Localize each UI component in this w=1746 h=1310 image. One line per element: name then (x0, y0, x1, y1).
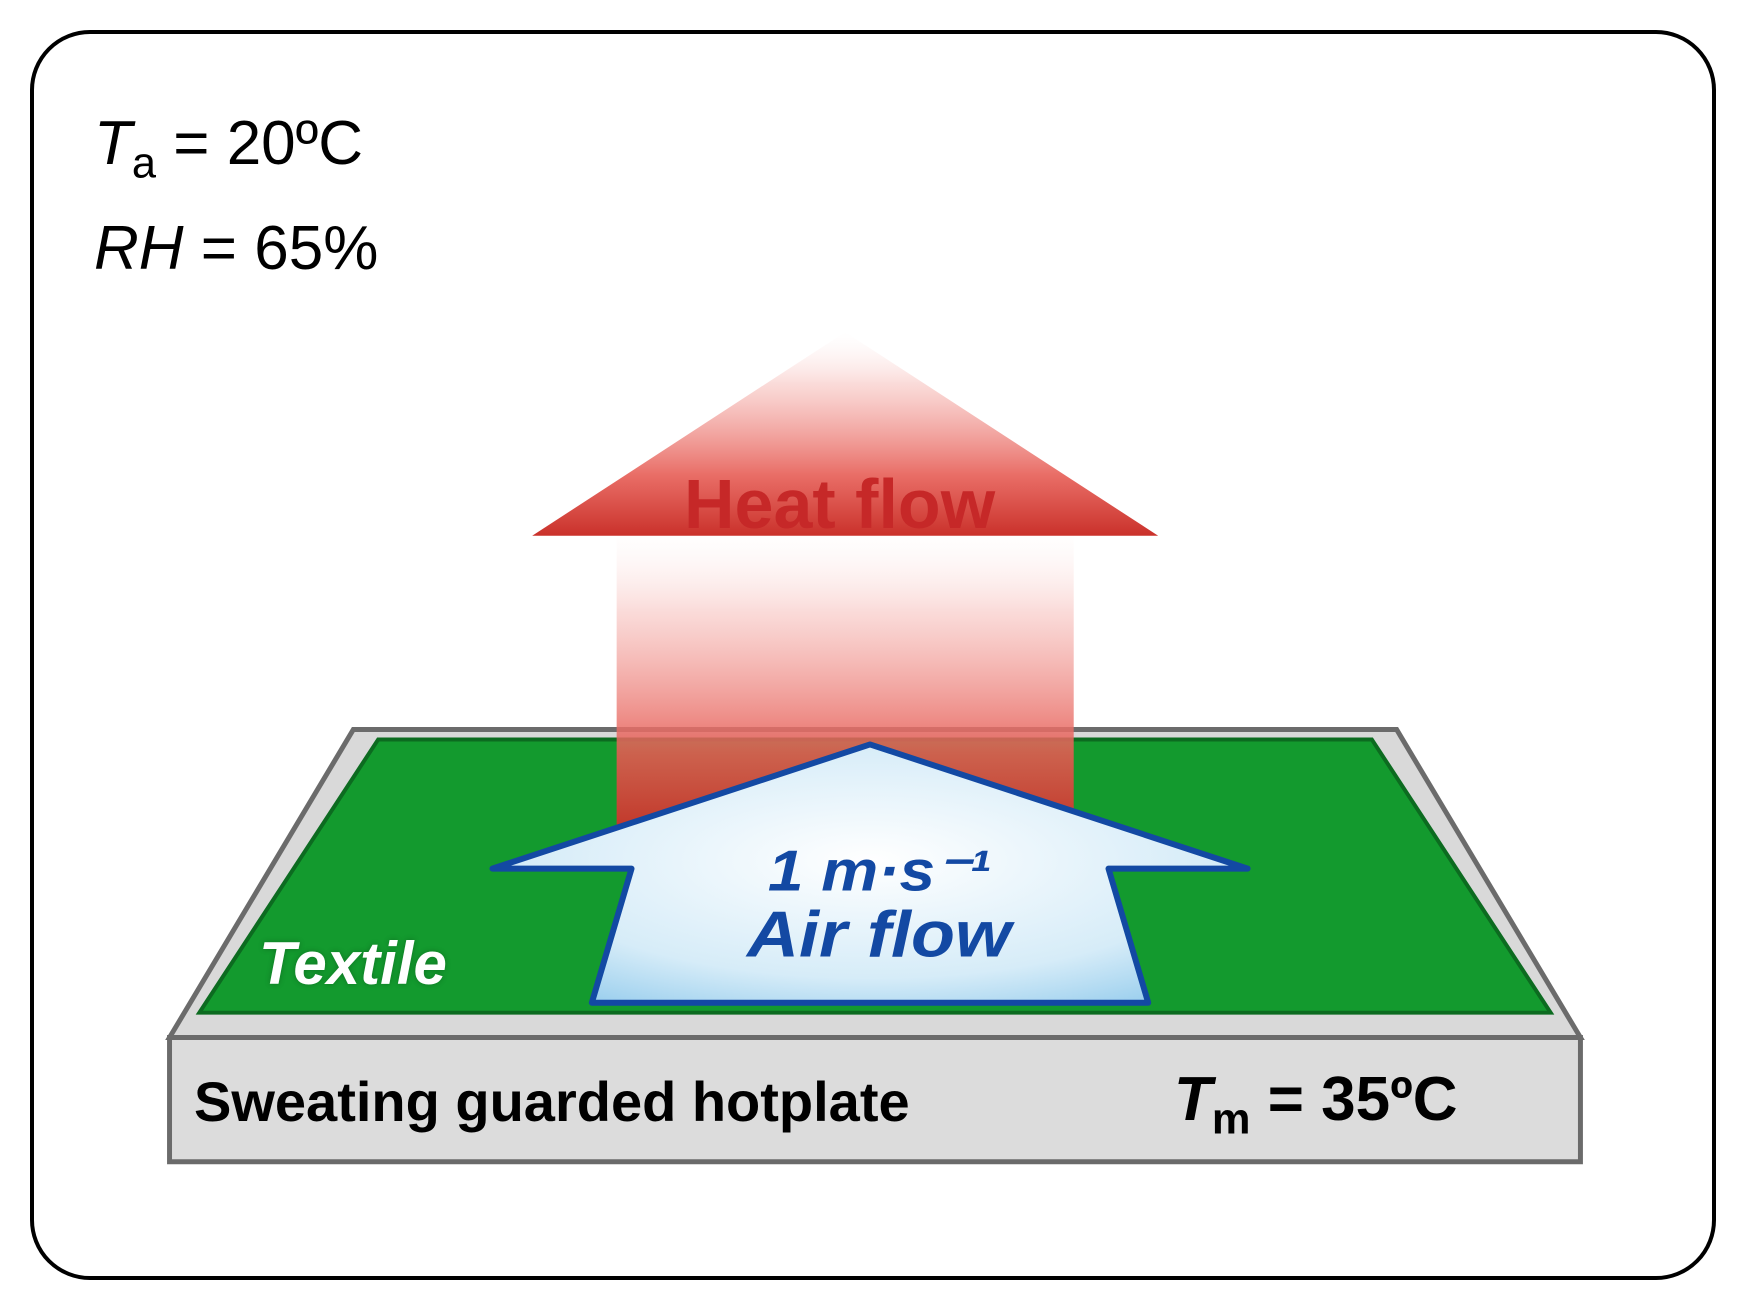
diagram-frame: Ta = 20ºC RH = 65% (30, 30, 1716, 1280)
air-rate-label: 1 m·s⁻¹ (614, 841, 1144, 901)
ambient-conditions: Ta = 20ºC RH = 65% (94, 94, 378, 298)
heat-arrow (532, 332, 1158, 849)
textile-label: Textile (259, 929, 447, 998)
plate-temp-subscript: m (1212, 1095, 1251, 1143)
air-arrow-labels: 1 m·s⁻¹ Air flow (614, 841, 1144, 970)
plate-temp-value: 35ºC (1321, 1065, 1457, 1134)
ambient-temperature-line: Ta = 20ºC (94, 94, 378, 199)
humidity-symbol: RH (94, 214, 184, 283)
plate-temperature: Tm = 35ºC (1174, 1064, 1458, 1144)
heat-flow-label: Heat flow (684, 464, 995, 544)
ambient-temp-subscript: a (132, 139, 156, 187)
plate-label: Sweating guarded hotplate (194, 1069, 910, 1134)
ambient-temp-value: 20ºC (227, 109, 363, 178)
air-flow-label: Air flow (614, 902, 1144, 970)
humidity-value: 65% (254, 214, 378, 283)
ambient-humidity-line: RH = 65% (94, 199, 378, 298)
